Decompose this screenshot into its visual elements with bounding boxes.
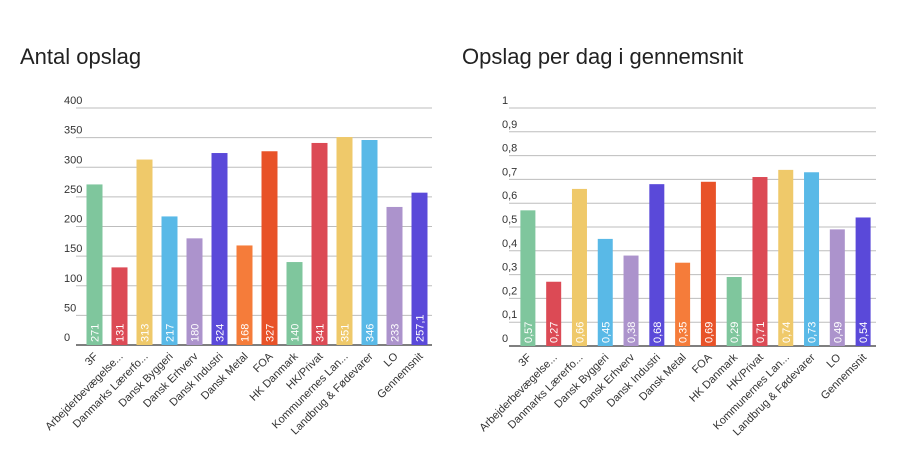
bar (829, 229, 845, 346)
x-category-label: Gennemsnit (375, 351, 425, 401)
data-label: 0,45 (600, 322, 612, 343)
bar (752, 177, 768, 346)
bar (361, 139, 378, 345)
data-label: 327 (265, 324, 277, 342)
data-label: 0,35 (678, 322, 690, 343)
y-tick-label: 0,6 (502, 190, 517, 202)
data-label: 351 (340, 324, 352, 342)
bar (161, 216, 178, 345)
y-tick-label: 300 (64, 154, 82, 166)
data-label: 180 (190, 324, 202, 342)
y-tick-label: 400 (64, 95, 82, 107)
data-label: 140 (290, 324, 302, 342)
y-tick-label: 0,4 (502, 238, 517, 250)
y-tick-label: 250 (64, 184, 82, 196)
data-label: 0,49 (832, 322, 844, 343)
bar (286, 262, 303, 345)
bar (261, 151, 278, 345)
y-tick-label: 0,9 (502, 119, 517, 131)
chart-opslag-per-dag: Opslag per dag i gennemsnit 0 0,1 0,2 0,3 0,… (450, 0, 900, 450)
x-category-label: 3F (516, 351, 534, 369)
data-label: 271 (90, 324, 102, 342)
y-tick-label: 50 (64, 302, 76, 314)
x-category-label: LO (825, 351, 844, 370)
data-label: 346 (365, 324, 377, 342)
y-tick-label: 0 (502, 333, 508, 345)
chart-title: Opslag per dag i gennemsnit (462, 44, 744, 69)
data-label: 233 (390, 324, 402, 342)
y-tick-label: 0 (64, 332, 70, 344)
data-label: 257,1 (415, 314, 427, 342)
data-label: 341 (315, 324, 327, 342)
data-label: 168 (240, 324, 252, 342)
data-label: 0,27 (549, 322, 561, 343)
data-label: 0,57 (523, 322, 535, 343)
data-label: 0,38 (626, 322, 638, 343)
y-tick-label: 350 (64, 125, 82, 137)
data-label: 0,29 (729, 322, 741, 343)
bar (855, 217, 871, 346)
bar (186, 238, 203, 345)
x-category-label: 3F (83, 350, 101, 368)
bar (236, 245, 253, 345)
bar (386, 206, 403, 345)
bar (726, 276, 742, 346)
y-tick-label: 0,2 (502, 285, 517, 297)
x-category-label: LO (382, 350, 401, 369)
y-tick-label: 1 (502, 95, 508, 107)
bar (336, 137, 353, 345)
y-tick-label: 0,7 (502, 166, 517, 178)
data-label: 0,69 (703, 322, 715, 343)
bar-chart-svg: 0501001502002503003504002713F131Arbejder… (43, 95, 432, 437)
y-tick-label: 0,1 (502, 309, 517, 321)
bar (597, 238, 613, 346)
chart-title: Antal opslag (20, 44, 142, 69)
y-tick-label: 150 (64, 243, 82, 255)
data-label: 324 (215, 324, 227, 342)
bar (546, 281, 562, 346)
bar (571, 188, 587, 346)
bar (311, 142, 328, 345)
bar (111, 267, 128, 345)
data-label: 0,74 (781, 322, 793, 343)
chart-antal-opslag: Antal opslag 0 50 100 150 200 250 300 350 400 271… (20, 44, 432, 437)
bar (211, 153, 228, 345)
data-label: 0,71 (755, 322, 767, 343)
y-tick-label: 0,5 (502, 214, 517, 226)
bar (649, 184, 665, 346)
bar (778, 169, 794, 346)
data-label: 0,73 (807, 322, 819, 343)
bar (520, 210, 536, 346)
bar (136, 159, 153, 345)
bar (675, 262, 691, 346)
data-label: 0,68 (652, 322, 664, 343)
bar (86, 184, 103, 345)
data-label: 0,66 (574, 322, 586, 343)
data-label: 313 (140, 324, 152, 342)
data-label: 0,54 (858, 322, 870, 343)
bar (700, 181, 716, 346)
data-label: 217 (165, 324, 177, 342)
y-tick-label: 0,3 (502, 262, 517, 274)
bar (623, 255, 639, 346)
bar (411, 192, 428, 345)
y-tick-label: 200 (64, 214, 82, 226)
data-label: 131 (115, 324, 127, 342)
bar (804, 172, 820, 346)
y-tick-label: 0,8 (502, 143, 517, 155)
bar-chart-svg: 00,10,20,30,40,50,60,70,80,910,573F0,27A… (477, 95, 876, 438)
y-tick-label: 100 (64, 273, 82, 285)
